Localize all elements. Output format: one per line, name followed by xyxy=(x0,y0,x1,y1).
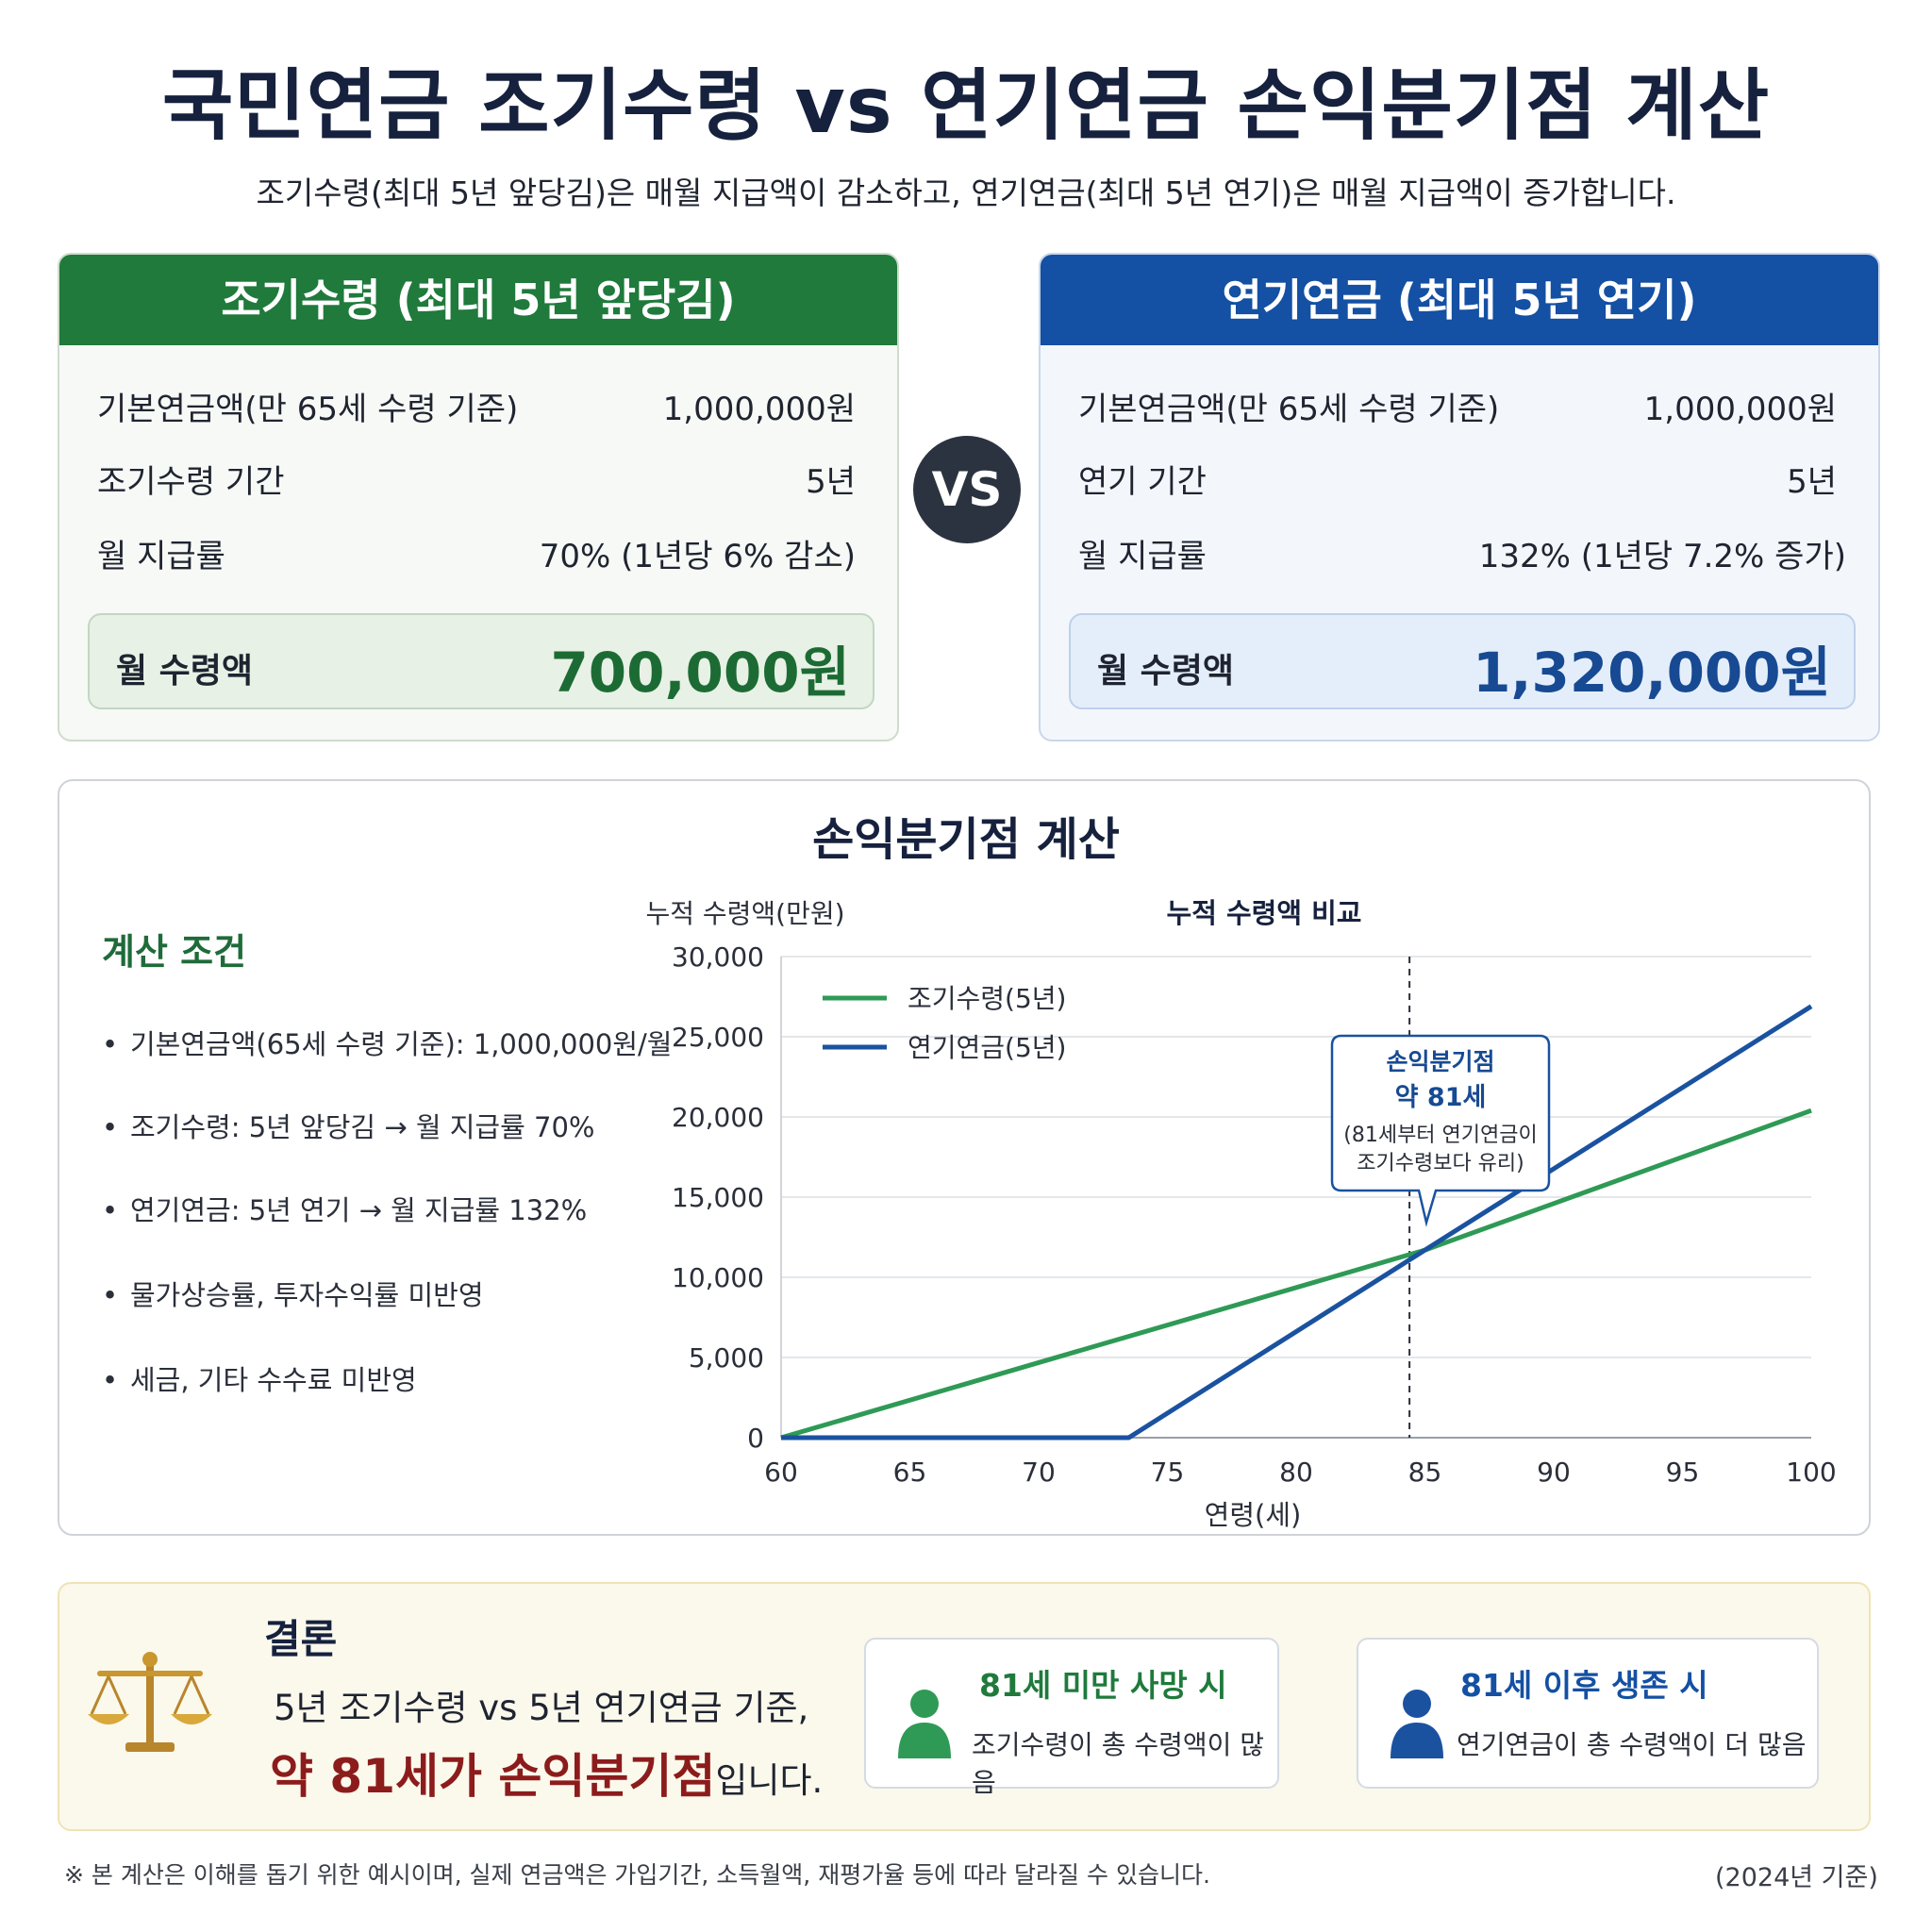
early-row-rate: 월 지급률 70% (1년당 6% 감소) xyxy=(97,530,856,577)
row-label: 연기 기간 xyxy=(1078,463,1207,501)
scale-icon xyxy=(88,1652,212,1752)
row-value: 1,000,000원 xyxy=(1643,391,1837,428)
result-title: 81세 이후 생존 시 xyxy=(1460,1667,1708,1704)
condition-item: • 물가상승률, 투자수익률 미반영 xyxy=(102,1279,484,1311)
early-monthly-total: 월 수령액 700,000원 xyxy=(88,613,874,709)
total-value: 700,000원 xyxy=(550,641,850,705)
footnote: ※ 본 계산은 이해를 돕기 위한 예시이며, 실제 연금액은 가입기간, 소득… xyxy=(64,1861,1210,1889)
defer-row-period: 연기 기간 5년 xyxy=(1078,456,1837,503)
defer-monthly-total: 월 수령액 1,320,000원 xyxy=(1069,613,1856,709)
conclusion-suffix: 입니다. xyxy=(715,1760,824,1801)
footnote-date: (2024년 기준) xyxy=(1715,1863,1878,1892)
row-value: 132% (1년당 7.2% 증가) xyxy=(1478,538,1846,575)
result-text: 조기수령이 총 수령액이 많음 xyxy=(972,1729,1265,1798)
early-death-result-card: 81세 미만 사망 시 조기수령이 총 수령액이 많음 xyxy=(864,1638,1279,1798)
row-label: 기본연금액(만 65세 수령 기준) xyxy=(97,391,519,428)
breakeven-title: 손익분기점 계산 xyxy=(812,813,1120,866)
condition-text: 연기연금: 5년 연기 → 월 지급률 132% xyxy=(130,1194,588,1226)
row-label: 월 지급률 xyxy=(97,538,225,575)
conclusion-highlight-line: 약 81세가 손익분기점입니다. xyxy=(270,1739,823,1807)
defer-row-base: 기본연금액(만 65세 수령 기준) 1,000,000원 xyxy=(1078,383,1837,430)
condition-text: 물가상승률, 투자수익률 미반영 xyxy=(130,1279,484,1311)
row-value: 1,000,000원 xyxy=(662,391,856,428)
result-text: 연기연금이 총 수령액이 더 많음 xyxy=(1457,1729,1807,1760)
condition-item: • 기본연금액(65세 수령 기준): 1,000,000원/월 xyxy=(102,1028,673,1060)
total-label: 월 수령액 xyxy=(116,652,254,691)
page-subtitle: 조기수령(최대 5년 앞당김)은 매월 지급액이 감소하고, 연기연금(최대 5… xyxy=(256,175,1676,211)
person-icon xyxy=(1391,1690,1443,1758)
conditions-title: 계산 조건 xyxy=(102,931,247,973)
conclusion-highlight: 약 81세가 손익분기점 xyxy=(270,1749,716,1804)
condition-item: • 연기연금: 5년 연기 → 월 지급률 132% xyxy=(102,1194,588,1226)
condition-text: 조기수령: 5년 앞당김 → 월 지급률 70% xyxy=(130,1111,595,1143)
defer-card-title: 연기연금 (최대 5년 연기) xyxy=(1041,255,1878,345)
condition-text: 기본연금액(65세 수령 기준): 1,000,000원/월 xyxy=(130,1028,673,1060)
row-label: 월 지급률 xyxy=(1078,538,1207,575)
result-title: 81세 미만 사망 시 xyxy=(979,1667,1227,1704)
vs-badge: VS xyxy=(913,436,1021,543)
condition-item: • 세금, 기타 수수료 미반영 xyxy=(102,1364,417,1396)
early-payment-card: 조기수령 (최대 5년 앞당김) 기본연금액(만 65세 수령 기준) 1,00… xyxy=(58,253,899,741)
row-label: 조기수령 기간 xyxy=(97,463,285,501)
conclusion-text: 5년 조기수령 vs 5년 연기연금 기준, xyxy=(274,1688,809,1728)
row-value: 70% (1년당 6% 감소) xyxy=(539,538,856,575)
survival-result-card: 81세 이후 생존 시 연기연금이 총 수령액이 더 많음 xyxy=(1357,1638,1819,1789)
row-label: 기본연금액(만 65세 수령 기준) xyxy=(1078,391,1500,428)
person-icon xyxy=(898,1690,951,1758)
conclusion-title: 결론 xyxy=(264,1616,338,1662)
early-row-period: 조기수령 기간 5년 xyxy=(97,456,856,503)
defer-row-rate: 월 지급률 132% (1년당 7.2% 증가) xyxy=(1078,530,1846,577)
early-row-base: 기본연금액(만 65세 수령 기준) 1,000,000원 xyxy=(97,383,856,430)
row-value: 5년 xyxy=(1787,463,1837,501)
early-card-title: 조기수령 (최대 5년 앞당김) xyxy=(59,255,897,345)
total-label: 월 수령액 xyxy=(1097,652,1235,691)
total-value: 1,320,000원 xyxy=(1473,641,1831,705)
condition-text: 세금, 기타 수수료 미반영 xyxy=(130,1364,417,1396)
condition-item: • 조기수령: 5년 앞당김 → 월 지급률 70% xyxy=(102,1111,595,1143)
breakeven-panel xyxy=(58,779,1871,1536)
deferred-payment-card: 연기연금 (최대 5년 연기) 기본연금액(만 65세 수령 기준) 1,000… xyxy=(1039,253,1880,741)
row-value: 5년 xyxy=(806,463,856,501)
page-title: 국민연금 조기수령 vs 연기연금 손익분기점 계산 xyxy=(161,61,1771,151)
